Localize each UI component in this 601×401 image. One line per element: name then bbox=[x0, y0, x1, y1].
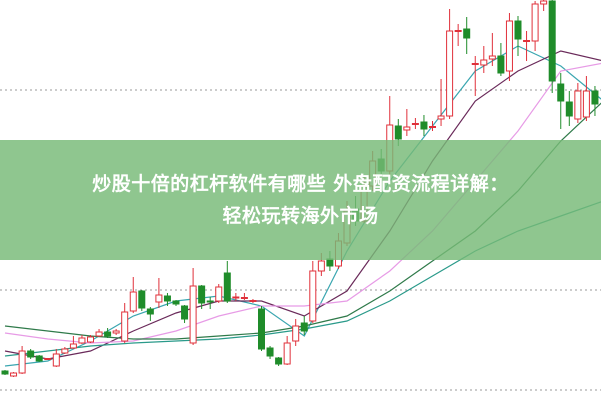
candle-down bbox=[198, 285, 206, 304]
candle-down bbox=[497, 55, 505, 74]
candle-up bbox=[540, 0, 548, 5]
candle-down bbox=[104, 331, 112, 337]
candle-up bbox=[471, 63, 479, 65]
candle-down bbox=[27, 350, 35, 358]
candle-down bbox=[394, 125, 402, 140]
candle-down bbox=[163, 295, 171, 302]
candle-up bbox=[582, 90, 590, 118]
candle-down bbox=[300, 322, 308, 332]
candle-down bbox=[258, 308, 265, 350]
candle-up bbox=[523, 40, 531, 42]
candle-up bbox=[505, 20, 513, 72]
candle-up bbox=[61, 348, 69, 354]
candle-up bbox=[121, 311, 129, 342]
candle-up bbox=[87, 336, 94, 343]
candle-up bbox=[403, 126, 411, 131]
candle-up bbox=[480, 59, 488, 66]
candle-down bbox=[548, 0, 556, 82]
candle-down bbox=[463, 28, 471, 39]
candle-up bbox=[112, 330, 120, 334]
candle-down bbox=[591, 90, 599, 105]
candle-down bbox=[223, 272, 231, 302]
candle-up bbox=[446, 30, 454, 117]
candle-up bbox=[454, 30, 462, 32]
candle-up bbox=[18, 350, 26, 374]
candle-up bbox=[317, 260, 325, 272]
candle-down bbox=[557, 83, 565, 102]
candle-down bbox=[138, 290, 146, 309]
candle-up bbox=[52, 353, 60, 367]
candle-down bbox=[181, 305, 189, 320]
candle-up bbox=[240, 297, 248, 299]
candle-up bbox=[10, 372, 18, 377]
candle-up bbox=[411, 123, 419, 125]
candle-up bbox=[283, 342, 291, 365]
candle-up bbox=[129, 291, 137, 312]
candle-down bbox=[266, 347, 274, 357]
candle-up bbox=[292, 325, 300, 342]
candle-up bbox=[531, 3, 539, 42]
candle-down bbox=[275, 357, 283, 365]
candle-up bbox=[95, 331, 103, 337]
candle-down bbox=[326, 258, 334, 267]
candle-up bbox=[215, 286, 223, 302]
candle-up bbox=[44, 358, 52, 360]
candle-down bbox=[172, 300, 180, 305]
candle-up bbox=[69, 343, 77, 349]
candle-up bbox=[574, 90, 582, 120]
title-banner: 炒股十倍的杠杆软件有哪些 外盘配资流程详解： 轻松玩转海外市场 bbox=[0, 140, 601, 260]
candle-up bbox=[488, 55, 496, 60]
candle-up bbox=[309, 270, 317, 322]
candle-down bbox=[146, 308, 154, 315]
candle-up bbox=[232, 296, 240, 299]
candle-down bbox=[1, 370, 9, 375]
candle-up bbox=[78, 337, 86, 344]
candle-down bbox=[565, 101, 573, 117]
candle-up bbox=[189, 285, 197, 344]
candle-down bbox=[206, 300, 214, 303]
banner-title-line1: 炒股十倍的杠杆软件有哪些 外盘配资流程详解： bbox=[92, 173, 509, 195]
candle-down bbox=[420, 121, 428, 130]
candle-up bbox=[437, 115, 445, 120]
candle-down bbox=[514, 20, 522, 40]
candle-up bbox=[249, 300, 257, 302]
candle-up bbox=[155, 294, 163, 303]
banner-title-line2: 轻松玩转海外市场 bbox=[222, 205, 379, 227]
candle-up bbox=[429, 126, 436, 128]
candle-down bbox=[35, 355, 43, 362]
